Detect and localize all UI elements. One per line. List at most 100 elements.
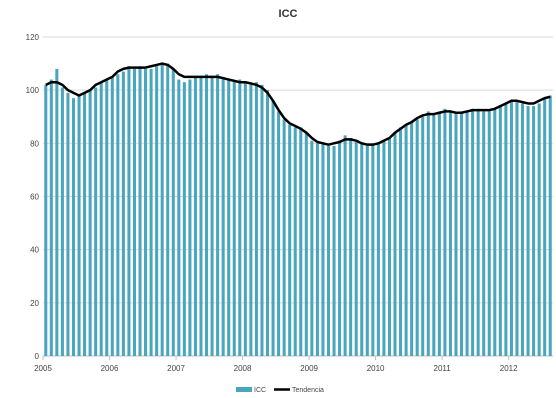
x-tick-label: 2006 [101,364,119,373]
y-tick-label: 60 [30,193,39,202]
bar [160,63,164,356]
x-tick-label: 2008 [234,364,252,373]
bar [404,124,408,356]
bar [426,111,430,357]
bar [188,79,192,356]
legend-label-tendencia: Tendencia [292,387,324,394]
legend-swatch-icc [236,387,252,392]
bar [277,111,281,357]
bar [288,124,292,356]
x-axis-ticks: 200520062007200820092010201120122013 [34,356,518,373]
x-tick-label: 2010 [367,364,385,373]
bar [343,135,347,356]
bar [88,90,92,357]
x-tick-label: 2005 [34,364,52,373]
bar [520,103,525,357]
bar [83,92,87,356]
bar [454,114,458,356]
bar [354,140,358,356]
bar [443,108,447,356]
bar [498,106,502,357]
bar [543,98,547,356]
bar [271,100,275,356]
bar [415,119,419,356]
bar [60,87,64,356]
x-tick-label: 2011 [434,364,452,373]
bar [210,76,214,357]
gridlines [43,36,553,357]
y-tick-label: 20 [30,299,39,308]
bar [299,127,303,356]
bar [149,68,153,357]
bar [171,68,175,357]
y-tick-label: 100 [26,86,40,95]
bar [471,108,475,356]
bar [166,63,170,356]
bar [332,145,336,356]
bar [421,116,425,356]
y-tick-label: 120 [26,33,40,42]
bar [182,82,186,356]
bar [282,119,286,356]
bar [199,76,203,357]
bar [121,71,125,356]
bar [460,111,464,357]
bar [365,145,369,356]
legend-label-icc: ICC [254,387,266,394]
bar [504,103,508,357]
bar [315,143,319,356]
bar [482,111,486,357]
bar [371,143,375,356]
bar [465,111,469,357]
bar [249,84,253,356]
bar [71,98,76,356]
bar [448,111,452,357]
bar [77,95,81,356]
bar [44,84,48,356]
bar [221,76,225,357]
bar [476,108,480,356]
bar [432,114,436,356]
bar [127,66,131,357]
bar [105,79,109,356]
bar [532,106,536,357]
bar [254,82,258,356]
bar [321,143,325,356]
bar [177,79,181,356]
bar [265,90,270,357]
bar [349,138,353,356]
bar [193,76,197,357]
bar [155,66,159,357]
bar [437,111,441,357]
bar [526,106,530,357]
bar [260,84,264,356]
bar [515,100,519,356]
bar [376,143,380,356]
bar [410,122,414,356]
bar [49,79,53,356]
bar [293,127,297,356]
bar [493,108,497,356]
x-tick-label: 2007 [167,364,185,373]
bar [55,68,59,357]
y-tick-label: 40 [30,246,39,255]
trend-line [45,62,551,146]
bar [66,92,70,356]
bar [382,140,386,356]
bar [232,82,236,356]
bar [238,79,242,356]
bar [338,140,342,356]
bar [132,68,136,357]
bar [138,66,142,357]
bar [310,140,314,356]
bar [393,132,397,356]
bar [537,103,541,357]
y-axis-ticks: 0 20 40 60 80 100 120 [26,33,40,361]
bars [44,63,552,357]
bar [110,76,114,357]
x-tick-label: 2009 [300,364,318,373]
bar [94,87,98,356]
trend-line-group [45,62,551,146]
bar [205,74,209,356]
